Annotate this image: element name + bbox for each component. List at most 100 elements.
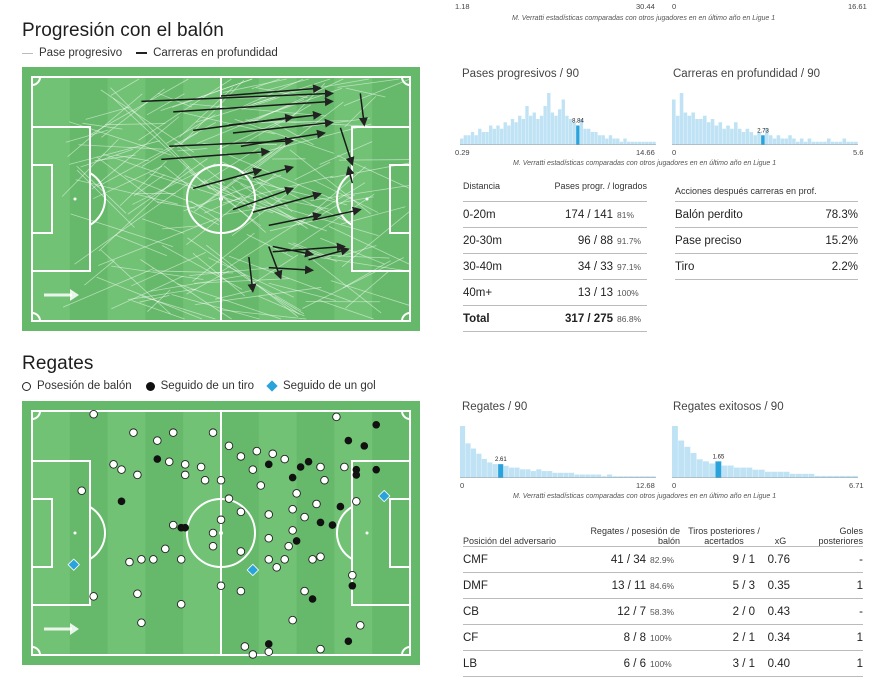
dribble-posesion-point [288, 526, 297, 535]
pass-line [343, 78, 411, 107]
pases-hist-bar [536, 119, 540, 145]
pass-line [187, 237, 300, 315]
carreras-hist-bar [823, 141, 827, 145]
pass-line [313, 179, 379, 213]
pitch-left-arc [89, 172, 107, 226]
regates-exitosos-hist-bar [678, 440, 685, 478]
pass-line [192, 232, 255, 282]
pass-line [141, 132, 199, 167]
regates-goles: 1 [856, 631, 863, 644]
dribble-posesion-point [312, 499, 321, 509]
distancia-value: 96 / 88 [577, 234, 613, 247]
dribble-posesion-point [348, 570, 357, 580]
pitch-left-arc [89, 506, 107, 560]
hist-carreras-max: 5.6 [853, 148, 864, 157]
dribble-posesion-point [316, 552, 325, 562]
regates-value: 8 / 8 [623, 631, 646, 644]
top-tick-left-min: 1.18 [455, 2, 470, 11]
distancia-pct: 97.1% [617, 261, 642, 272]
regates-value-group: 8 / 8 100% [566, 632, 680, 644]
pases-hist-bar [634, 141, 638, 145]
regates-hist-bar [607, 474, 613, 478]
regates-value: 6 / 6 [623, 657, 646, 670]
regates-exitosos-hist-bar [777, 471, 784, 478]
regates-xg: 0.34 [767, 631, 790, 644]
regates-hist-bar [634, 476, 640, 478]
pass-line [78, 144, 164, 150]
pitch-right-arc [335, 172, 353, 226]
distancia-label: Total [463, 312, 490, 325]
pass-line [111, 265, 204, 280]
pass-line [131, 252, 206, 287]
dribble-posesion-point [252, 446, 262, 456]
pass-line [76, 165, 127, 214]
pass-line [105, 123, 166, 126]
pass-line [150, 274, 246, 292]
regates-row: DMF 13 / 11 84.6% 5 / 3 0.35 1 [463, 573, 863, 599]
pass-line [197, 147, 259, 187]
regates-hist-bar [481, 458, 487, 478]
dribble-posesion-point [216, 475, 226, 485]
pass-line [203, 178, 267, 233]
hist-pases-progresivos: 8.84 [460, 93, 656, 145]
carry-line [358, 93, 368, 127]
pases-hist-bar [463, 135, 467, 145]
pass-lines [61, 78, 411, 320]
pases-hist-bar [521, 119, 526, 145]
regates-hist-bar [503, 465, 509, 478]
dribble-posesion-point [308, 555, 317, 564]
pases-hist-bar [648, 141, 653, 145]
regates-pct: 58.3% [650, 606, 675, 617]
pase-legend-line [22, 52, 33, 54]
carry-line [268, 246, 283, 280]
regates-tiros: 2 / 0 [732, 605, 755, 618]
pases-hist-bar [532, 112, 536, 145]
pitch-center-spot [219, 531, 223, 535]
regates-exitosos-hist-bar [752, 469, 759, 478]
carreras-hist-bar [761, 135, 765, 145]
regates-hist-bar [487, 462, 493, 478]
regates-hist-bar [596, 474, 602, 478]
dribble-tiro-point [372, 420, 381, 429]
tiro-legend-icon [145, 381, 155, 391]
carreras-hist-bar [710, 119, 715, 145]
pass-line [301, 253, 390, 259]
pitch-corner-arc [31, 410, 41, 420]
regates-exitosos-hist-bar [746, 467, 753, 478]
regates-tiros: 9 / 1 [732, 553, 755, 566]
regates-exitosos-hist-bar [814, 475, 821, 478]
regates-xg: 0.40 [767, 657, 790, 670]
carreras-hist-bar [772, 138, 777, 145]
pass-line [85, 106, 131, 120]
pitch-corner-arc [31, 76, 41, 86]
pass-line [255, 87, 308, 99]
posesion-legend-icon [22, 381, 31, 391]
carreras-hist-bar [780, 138, 785, 145]
regates-row: CMF 41 / 34 82.9% 9 / 1 0.76 - [463, 547, 863, 573]
pass-line [119, 160, 167, 207]
pass-line [246, 233, 293, 258]
distancia-pct: 100% [617, 287, 639, 298]
pass-line [200, 179, 230, 193]
dribble-posesion-point [133, 470, 142, 480]
arrow-head [70, 289, 79, 301]
pass-line [345, 269, 391, 309]
dribble-posesion-point [180, 460, 190, 469]
carreras-hist-bar [734, 122, 738, 145]
regates-hist-bar [525, 469, 531, 478]
pass-line [258, 295, 305, 317]
regates-exitosos-hist-bar [690, 453, 697, 478]
pass-line [76, 169, 135, 228]
pass-line [142, 218, 185, 234]
carreras-hist-bar [838, 141, 843, 145]
acciones-label: Pase preciso [675, 234, 742, 247]
distancia-label: 30-40m [463, 260, 502, 273]
table-distancia: Distancia Pases progr. / logrados 0-20m 1… [463, 181, 647, 332]
progresion-pitch [22, 67, 420, 331]
th-goles: Goles posteriores [818, 526, 863, 546]
dribble-posesion-point [161, 544, 170, 554]
dribble-posesion-point [89, 409, 98, 419]
th-distancia: Distancia [463, 181, 501, 191]
pases-hist-bar [597, 135, 602, 145]
legend-carrera-label: Carreras en profundidad [153, 47, 278, 59]
